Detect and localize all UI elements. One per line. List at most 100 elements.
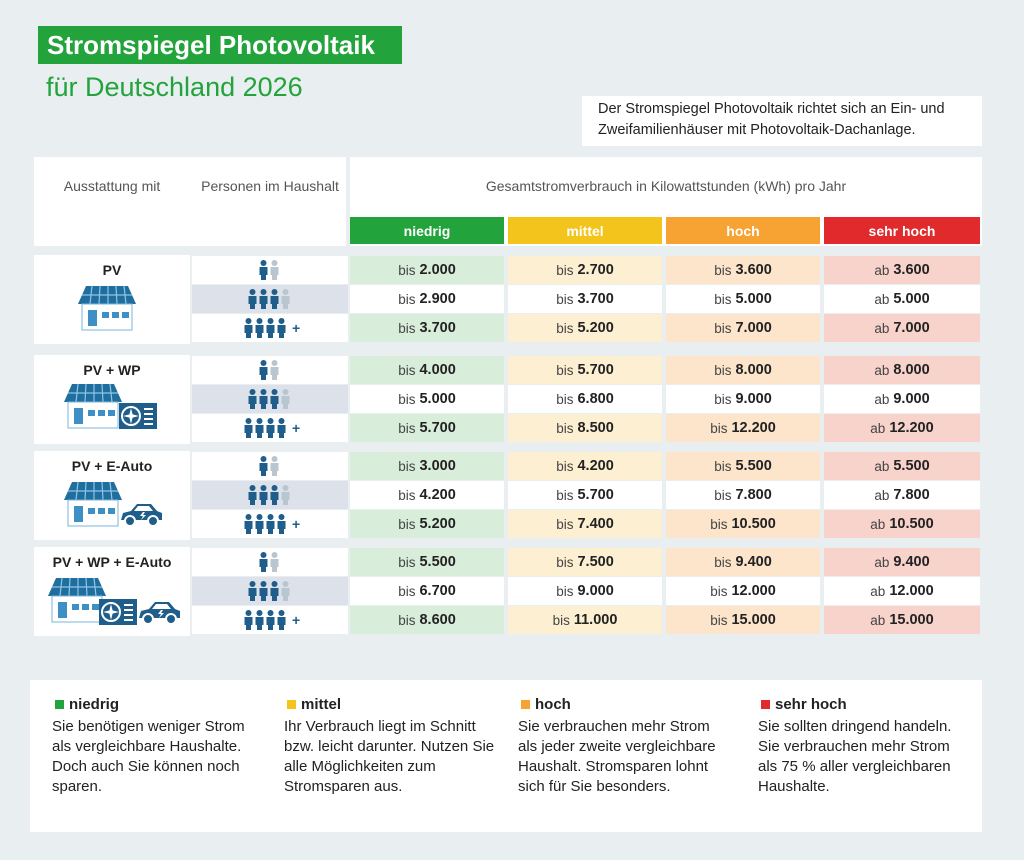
subtitle: für Deutschland 2026 [46,72,303,102]
value-amount: 9.000 [577,583,614,599]
persons-cell [192,256,348,284]
value-amount: 3.600 [735,262,772,278]
value-cell: ab 15.000 [824,606,980,634]
value-amount: 7.800 [893,487,930,503]
value-prefix: bis [556,262,574,278]
value-amount: 11.000 [573,612,618,628]
value-prefix: bis [398,262,416,278]
value-prefix: bis [556,554,574,570]
value-prefix: ab [870,583,886,599]
value-amount: 4.000 [419,362,456,378]
value-prefix: bis [710,516,728,532]
value-amount: 5.000 [419,391,456,407]
persons-icon [259,260,279,280]
value-cell: bis 9.400 [666,548,820,576]
value-amount: 9.000 [735,391,772,407]
value-prefix: bis [398,583,416,599]
level-header: niedrig [350,217,504,244]
persons-more: + [292,320,301,336]
value-cell: ab 7.000 [824,314,980,342]
car-icon [121,504,162,527]
value-cell: bis 7.500 [508,548,662,576]
value-prefix: bis [398,391,416,407]
persons-cell [192,452,348,480]
legend-title: sehr hoch [775,696,847,713]
value-prefix: ab [874,320,890,336]
value-cell: bis 9.000 [508,577,662,605]
value-amount: 3.700 [419,320,456,336]
value-amount: 9.400 [735,554,772,570]
legend-text: Ihr Verbrauch liegt im Schnitt bzw. leic… [284,718,495,795]
legend-title: mittel [301,696,342,713]
house-icon [64,481,122,527]
value-cell: ab 5.500 [824,452,980,480]
value-amount: 9.000 [893,391,930,407]
value-amount: 2.900 [419,291,456,307]
value-cell: bis 5.500 [666,452,820,480]
persons-cell [192,385,348,413]
value-prefix: bis [710,612,728,628]
value-cell: bis 12.200 [666,414,820,442]
col-header: Personen im Haushalt [201,178,339,194]
value-cell: bis 5.500 [350,548,504,576]
value-prefix: bis [714,458,732,474]
value-prefix: bis [398,516,416,532]
value-amount: 7.400 [577,516,614,532]
value-prefix: bis [398,362,416,378]
value-prefix: bis [398,458,416,474]
value-cell: bis 7.400 [508,510,662,538]
value-cell: ab 10.500 [824,510,980,538]
value-amount: 6.700 [419,583,456,599]
value-amount: 12.200 [889,420,934,436]
note: Der Stromspiegel Photovoltaik richtet si… [582,96,982,146]
value-amount: 7.800 [735,487,772,503]
value-cell: bis 6.800 [508,385,662,413]
value-prefix: ab [870,516,886,532]
value-cell: bis 3.000 [350,452,504,480]
value-amount: 4.200 [577,458,614,474]
value-amount: 5.500 [419,554,456,570]
value-cell: ab 8.000 [824,356,980,384]
value-prefix: bis [398,554,416,570]
value-prefix: bis [556,583,574,599]
value-prefix: bis [710,420,728,436]
value-cell: bis 4.000 [350,356,504,384]
value-cell: ab 12.200 [824,414,980,442]
value-amount: 3.600 [893,262,930,278]
legend-title: niedrig [69,696,120,713]
value-cell: bis 5.700 [350,414,504,442]
value-cell: bis 8.600 [350,606,504,634]
level-header: hoch [666,217,820,244]
value-amount: 3.000 [419,458,456,474]
title: Stromspiegel Photovoltaik [38,26,402,64]
value-amount: 5.700 [419,420,456,436]
persons-cell [192,285,348,313]
value-cell: ab 9.000 [824,385,980,413]
persons-icon [259,360,279,380]
value-cell: bis 5.200 [508,314,662,342]
value-prefix: bis [556,291,574,307]
value-cell: bis 4.200 [350,481,504,509]
value-amount: 4.200 [419,487,456,503]
level-header: sehr hoch [824,217,980,244]
value-cell: bis 4.200 [508,452,662,480]
persons-more: + [292,420,301,436]
value-cell: bis 12.000 [666,577,820,605]
value-prefix: ab [874,458,890,474]
col-header: Ausstattung mit [63,178,161,194]
value-amount: 8.600 [419,612,456,628]
legend-swatch [287,700,296,709]
value-prefix: bis [398,320,416,336]
value-amount: 3.700 [577,291,614,307]
legend-swatch [761,700,770,709]
group-label: PV + WP [83,362,141,378]
value-cell: ab 12.000 [824,577,980,605]
value-prefix: bis [556,391,574,407]
heatpump-icon [99,599,137,625]
house-icon [48,577,106,623]
value-prefix: bis [710,583,728,599]
value-amount: 7.000 [893,320,930,336]
value-cell: bis 6.700 [350,577,504,605]
value-prefix: bis [398,420,416,436]
